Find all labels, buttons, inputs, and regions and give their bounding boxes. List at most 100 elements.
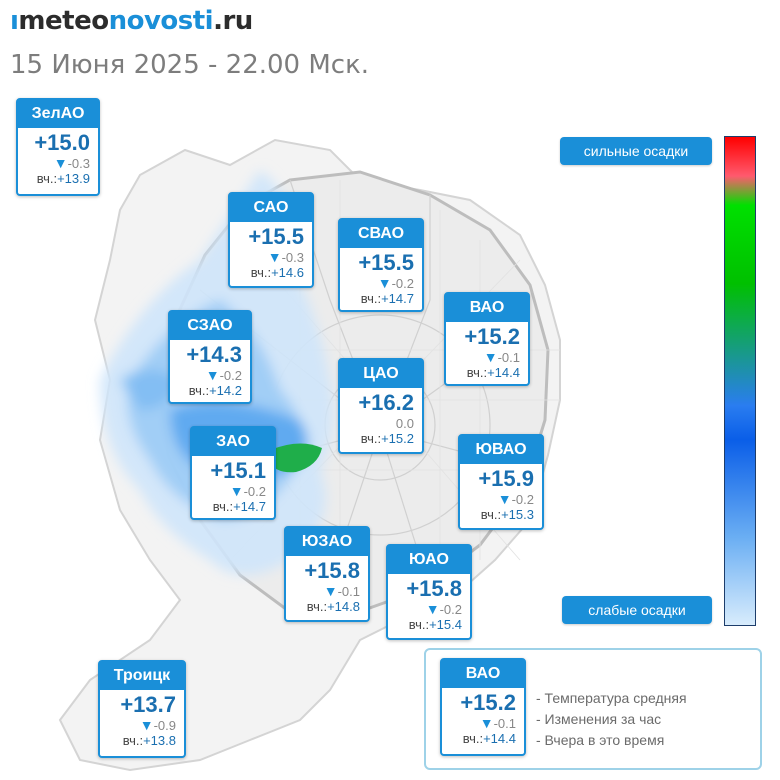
change-value: -0.2 bbox=[391, 276, 414, 291]
yesterday-row: вч.:+15.3 bbox=[460, 507, 542, 523]
yesterday-row: вч.:+14.6 bbox=[230, 265, 312, 281]
change-arrow-icon: ▼ bbox=[53, 155, 68, 171]
district-card-zao[interactable]: ЗАО +15.1 ▼-0.2 вч.:+14.7 bbox=[190, 426, 276, 520]
change-arrow-icon: ▼ bbox=[479, 715, 494, 731]
change-value: -0.9 bbox=[153, 718, 176, 733]
yesterday-label: вч.: bbox=[36, 171, 58, 186]
precipitation-peak bbox=[270, 443, 322, 473]
yesterday-value: +13.9 bbox=[57, 171, 90, 186]
district-name: СВАО bbox=[340, 220, 422, 248]
yesterday-row: вч.:+15.4 bbox=[388, 617, 470, 633]
yesterday-value: +15.2 bbox=[381, 431, 414, 446]
district-card-cao[interactable]: ЦАО +16.2 0.0 вч.:+15.2 bbox=[338, 358, 424, 454]
district-name: ЦАО bbox=[340, 360, 422, 388]
precipitation-scale-bar bbox=[724, 136, 756, 626]
yesterday-label: вч.: bbox=[462, 731, 484, 746]
temperature-value: +15.2 bbox=[460, 690, 516, 715]
yesterday-label: вч.: bbox=[212, 499, 234, 514]
district-card-svao[interactable]: СВАО +15.5 ▼-0.2 вч.:+14.7 bbox=[338, 218, 424, 312]
yesterday-label: вч.: bbox=[360, 431, 382, 446]
hourly-change: ▼-0.2 bbox=[340, 275, 422, 292]
change-value: -0.2 bbox=[243, 484, 266, 499]
district-name: ЮЗАО bbox=[286, 528, 368, 556]
change-arrow-icon: ▼ bbox=[377, 275, 392, 291]
logo-part-novosti: novosti bbox=[108, 6, 214, 36]
legend-sample-card: ВАО +15.2 ▼-0.1 вч.:+14.4 bbox=[440, 658, 526, 756]
change-value: -0.2 bbox=[439, 602, 462, 617]
hourly-change: ▼-0.3 bbox=[230, 250, 312, 266]
hourly-change: ▼-0.9 bbox=[100, 717, 184, 734]
yesterday-label: вч.: bbox=[408, 617, 430, 632]
district-card-szao[interactable]: СЗАО +14.3 ▼-0.2 вч.:+14.2 bbox=[168, 310, 252, 404]
datetime-label: 15 Июня 2025 - 22.00 Мск. bbox=[10, 50, 370, 80]
temperature-value: +15.5 bbox=[358, 250, 414, 275]
hourly-change: ▼-0.1 bbox=[442, 715, 524, 732]
change-value: -0.1 bbox=[493, 716, 516, 731]
yesterday-row: вч.:+14.2 bbox=[170, 383, 250, 399]
temperature-value: +14.3 bbox=[186, 342, 242, 367]
legend-line-yesterday: - Вчера в это время bbox=[536, 732, 665, 748]
district-card-troitsk[interactable]: Троицк +13.7 ▼-0.9 вч.:+13.8 bbox=[98, 660, 186, 758]
change-value: -0.3 bbox=[67, 156, 90, 171]
yesterday-row: вч.:+14.7 bbox=[192, 499, 274, 515]
yesterday-value: +14.6 bbox=[271, 265, 304, 280]
district-name: ВАО bbox=[442, 660, 524, 688]
yesterday-label: вч.: bbox=[360, 291, 382, 306]
district-name: САО bbox=[230, 194, 312, 222]
district-name: ЗАО bbox=[192, 428, 274, 456]
change-arrow-icon: ▼ bbox=[323, 583, 338, 599]
logo: ımeteonovosti.ru bbox=[10, 6, 253, 36]
district-card-yuvao[interactable]: ЮВАО +15.9 ▼-0.2 вч.:+15.3 bbox=[458, 434, 544, 530]
legend-line-temperature: - Температура средняя bbox=[536, 690, 687, 706]
district-name: ЮАО bbox=[388, 546, 470, 574]
yesterday-row: вч.:+13.9 bbox=[18, 171, 98, 187]
yesterday-label: вч.: bbox=[250, 265, 272, 280]
logo-part-ru: .ru bbox=[213, 6, 253, 36]
yesterday-row: вч.:+14.8 bbox=[286, 599, 368, 615]
yesterday-row: вч.:+14.7 bbox=[340, 291, 422, 307]
scale-top-label: сильные осадки bbox=[560, 137, 712, 165]
district-card-sao[interactable]: САО +15.5 ▼-0.3 вч.:+14.6 bbox=[228, 192, 314, 288]
district-name: ВАО bbox=[446, 294, 528, 322]
yesterday-row: вч.:+15.2 bbox=[340, 431, 422, 447]
temperature-value: +15.5 bbox=[248, 224, 304, 249]
district-name: СЗАО bbox=[170, 312, 250, 340]
change-value: -0.2 bbox=[511, 492, 534, 507]
hourly-change: ▼-0.2 bbox=[192, 483, 274, 500]
district-card-yuzao[interactable]: ЮЗАО +15.8 ▼-0.1 вч.:+14.8 bbox=[284, 526, 370, 622]
yesterday-label: вч.: bbox=[306, 599, 328, 614]
district-card-yuao[interactable]: ЮАО +15.8 ▼-0.2 вч.:+15.4 bbox=[386, 544, 472, 640]
change-arrow-icon: ▼ bbox=[483, 349, 498, 365]
temperature-value: +15.1 bbox=[210, 458, 266, 483]
change-arrow-icon: ▼ bbox=[229, 483, 244, 499]
yesterday-value: +14.4 bbox=[483, 731, 516, 746]
yesterday-value: +13.8 bbox=[143, 733, 176, 748]
yesterday-value: +15.3 bbox=[501, 507, 534, 522]
change-value: -0.2 bbox=[219, 368, 242, 383]
yesterday-value: +14.7 bbox=[233, 499, 266, 514]
change-value: -0.1 bbox=[337, 584, 360, 599]
temperature-value: +13.7 bbox=[120, 692, 176, 717]
change-value: -0.3 bbox=[281, 250, 304, 265]
district-card-vao[interactable]: ВАО +15.2 ▼-0.1 вч.:+14.4 bbox=[444, 292, 530, 386]
yesterday-label: вч.: bbox=[188, 383, 210, 398]
district-card-zelao[interactable]: ЗелАО +15.0 ▼-0.3 вч.:+13.9 bbox=[16, 98, 100, 196]
district-name: ЗелАО bbox=[18, 100, 98, 128]
scale-bottom-label: слабые осадки bbox=[562, 596, 712, 624]
temperature-value: +15.8 bbox=[406, 576, 462, 601]
yesterday-value: +14.2 bbox=[209, 383, 242, 398]
yesterday-label: вч.: bbox=[480, 507, 502, 522]
temperature-value: +16.2 bbox=[358, 390, 414, 415]
temperature-value: +15.9 bbox=[478, 466, 534, 491]
yesterday-value: +14.7 bbox=[381, 291, 414, 306]
hourly-change: ▼-0.1 bbox=[286, 583, 368, 600]
logo-mark: ı bbox=[10, 6, 19, 36]
change-arrow-icon: ▼ bbox=[139, 717, 154, 733]
yesterday-value: +14.8 bbox=[327, 599, 360, 614]
hourly-change: ▼-0.3 bbox=[18, 155, 98, 172]
district-name: Троицк bbox=[100, 662, 184, 690]
yesterday-value: +14.4 bbox=[487, 365, 520, 380]
change-value: -0.1 bbox=[497, 350, 520, 365]
change-arrow-icon: ▼ bbox=[205, 367, 220, 383]
hourly-change: ▼-0.2 bbox=[388, 602, 470, 618]
